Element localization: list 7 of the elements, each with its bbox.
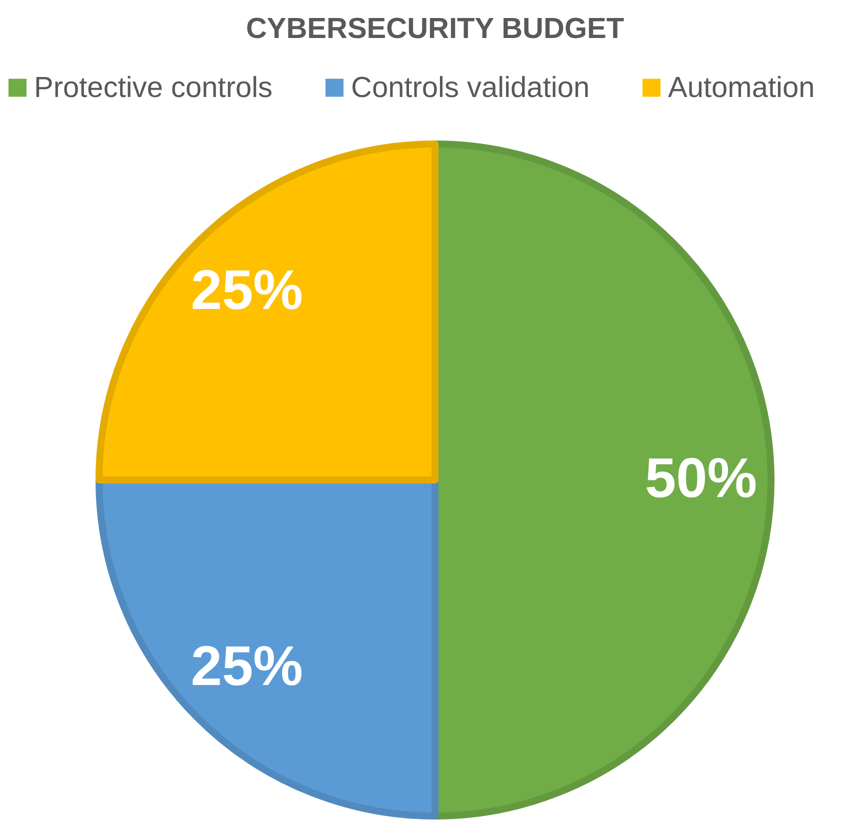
chart-title: CYBERSECURITY BUDGET bbox=[246, 13, 624, 45]
legend-label: Protective controls bbox=[34, 72, 273, 104]
legend-label: Automation bbox=[668, 72, 815, 104]
legend-label: Controls validation bbox=[351, 72, 590, 104]
data-label: 50% bbox=[644, 446, 758, 509]
data-label: 25% bbox=[190, 258, 303, 321]
data-label: 25% bbox=[190, 634, 303, 698]
